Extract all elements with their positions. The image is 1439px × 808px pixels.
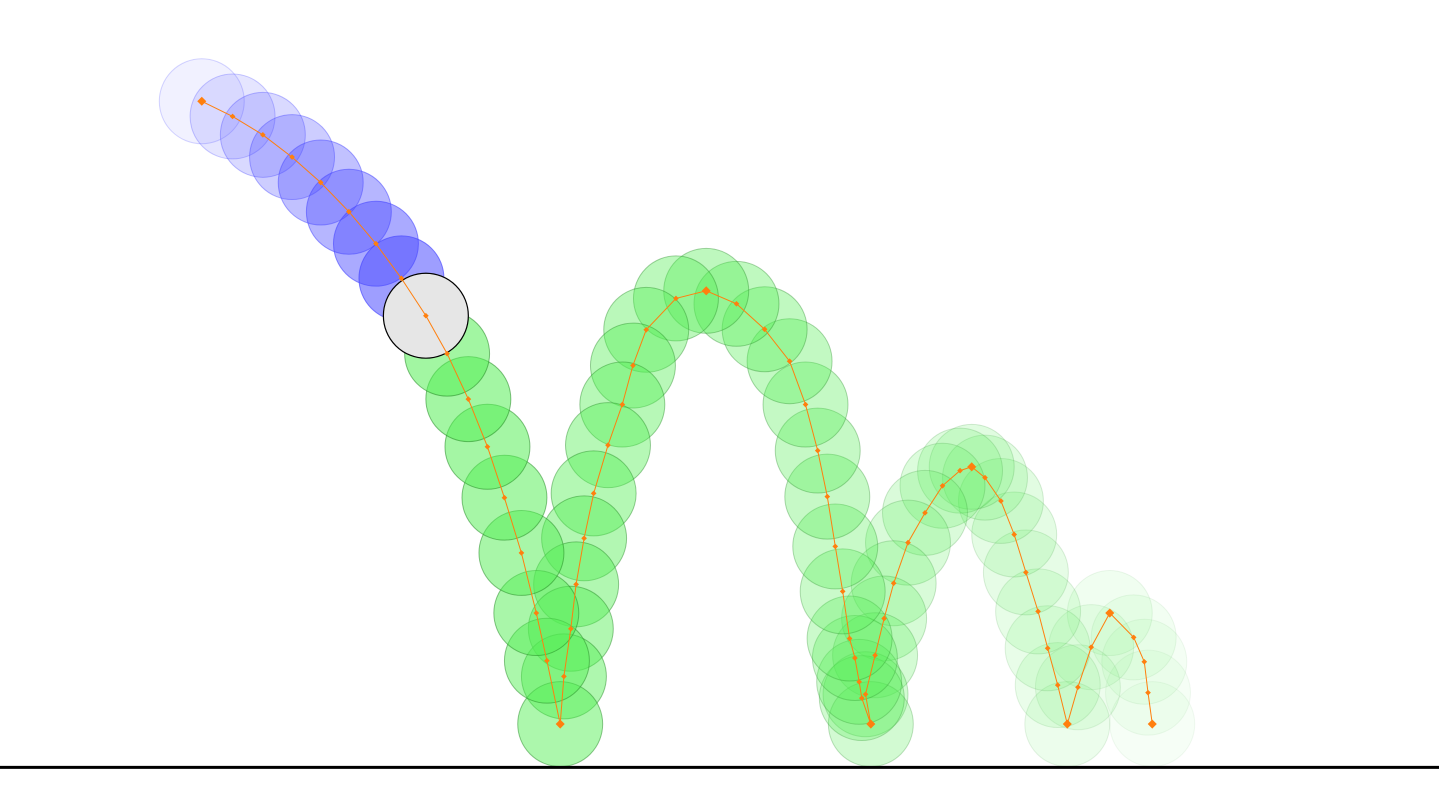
trajectory-point: [701, 286, 711, 296]
trajectory-point: [1023, 569, 1029, 576]
trajectory-point: [982, 474, 988, 481]
trajectory-point: [839, 588, 846, 595]
trajectory-point: [260, 132, 266, 138]
trajectory-point: [630, 362, 636, 369]
trajectory-point: [444, 350, 450, 357]
trajectory-point: [423, 312, 429, 319]
trajectory-point: [998, 498, 1004, 504]
trajectory-point: [465, 396, 472, 402]
trajectory-point: [197, 96, 207, 106]
trajectory-point: [643, 326, 650, 333]
trajectory-point: [373, 240, 379, 247]
trajectory-point: [619, 401, 626, 408]
trajectory-point: [1054, 682, 1061, 688]
trajectory-point: [1130, 634, 1137, 641]
trajectory-point: [317, 179, 324, 186]
trajectory-point: [1147, 719, 1157, 729]
trajectory-point: [852, 655, 858, 661]
trajectory-point: [398, 275, 405, 282]
trajectory-point: [786, 358, 793, 365]
trajectory-point: [673, 295, 679, 302]
trajectory-point: [555, 719, 565, 729]
trajectory-point: [939, 482, 946, 489]
trajectory-point: [1011, 531, 1018, 538]
trajectory-point: [856, 678, 862, 685]
trajectory-point: [890, 580, 897, 587]
trajectory-point: [862, 691, 869, 698]
trajectory-points: [197, 96, 1157, 729]
trajectory-point: [561, 673, 567, 680]
trajectory-point: [533, 610, 540, 616]
trajectory-point: [346, 208, 352, 215]
trajectory-point: [590, 490, 597, 497]
trajectory-point: [881, 615, 887, 622]
trajectory-point: [814, 447, 821, 454]
trajectory-point: [544, 657, 550, 664]
trajectory-point: [802, 401, 809, 408]
trajectory-point: [289, 154, 295, 160]
trajectory-point: [1062, 719, 1072, 729]
trajectory-point: [824, 493, 831, 500]
trajectory-point: [761, 326, 768, 333]
trajectory-point: [1044, 645, 1051, 652]
trajectory-point: [567, 625, 574, 632]
trajectory-point: [1141, 658, 1148, 665]
trajectory-point: [1075, 684, 1081, 691]
trajectory-point: [872, 652, 878, 659]
trajectory-point: [1088, 644, 1095, 650]
trajectory-point: [957, 467, 963, 474]
trajectory-point: [905, 539, 911, 546]
trajectory-point: [484, 443, 491, 450]
trajectory-point: [573, 581, 579, 588]
trajectory-point: [1145, 689, 1151, 696]
trajectory-point: [846, 635, 853, 642]
trajectory-point: [229, 113, 236, 120]
trajectory-point: [518, 550, 525, 556]
trajectory-point: [501, 494, 508, 501]
trajectory-point: [605, 442, 611, 448]
trajectory-point: [1105, 608, 1115, 618]
trajectory-point: [858, 695, 865, 701]
trajectory-point: [1035, 608, 1041, 615]
trajectory-point: [581, 535, 587, 542]
trajectory-point: [866, 719, 876, 729]
trajectory-point: [733, 300, 740, 307]
trajectory-point: [922, 510, 928, 516]
trajectory-point: [832, 543, 839, 550]
